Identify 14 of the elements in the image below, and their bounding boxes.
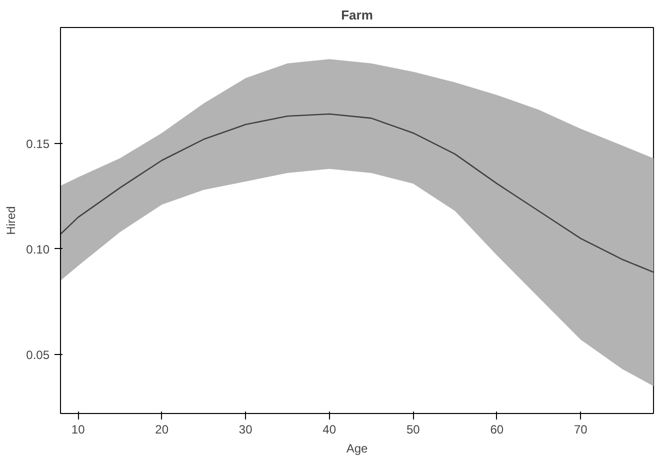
y-tick-label: 0.05 [26, 348, 50, 362]
x-tick-label: 40 [322, 422, 336, 436]
y-axis-title: Hired [4, 206, 18, 235]
x-axis-title: Age [346, 442, 368, 456]
line-series [60, 113, 654, 273]
x-tick-label: 20 [155, 422, 169, 436]
x-tick-label: 10 [71, 422, 86, 436]
x-tick-label: 30 [238, 422, 253, 436]
x-tick-label: 50 [406, 422, 420, 436]
x-tick-label: 70 [574, 422, 588, 436]
chart-title: Farm [341, 8, 373, 22]
x-tick-label: 60 [490, 422, 504, 436]
y-tick-label: 0.15 [26, 137, 50, 152]
y-tick-label: 0.10 [26, 242, 50, 256]
